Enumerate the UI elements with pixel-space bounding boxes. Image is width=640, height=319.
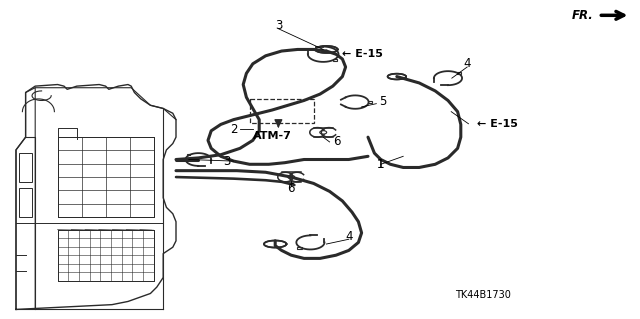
Bar (457, 72, 461, 74)
Text: 6: 6 (287, 182, 295, 195)
Text: 5: 5 (379, 95, 387, 108)
Bar (368, 101, 372, 103)
Text: ← E-15: ← E-15 (477, 119, 518, 129)
Polygon shape (264, 241, 287, 248)
Text: TK44B1730: TK44B1730 (455, 290, 511, 300)
Text: ATM-7: ATM-7 (253, 130, 291, 141)
Bar (186, 153, 190, 155)
Text: 3: 3 (223, 155, 231, 167)
Bar (250, 99, 314, 123)
Polygon shape (388, 74, 406, 79)
Text: 4: 4 (345, 230, 353, 242)
Bar (19, 153, 32, 182)
Text: ← E-15: ← E-15 (342, 48, 383, 59)
Text: FR.: FR. (572, 9, 593, 22)
Text: 4: 4 (463, 57, 471, 70)
Text: 2: 2 (230, 123, 237, 136)
Text: 1: 1 (377, 158, 385, 171)
Text: 3: 3 (275, 19, 282, 32)
Bar (298, 247, 301, 249)
Polygon shape (315, 46, 338, 53)
Text: 1: 1 (377, 158, 385, 171)
Text: 6: 6 (333, 136, 340, 148)
Bar (333, 59, 337, 61)
Bar (19, 188, 32, 217)
